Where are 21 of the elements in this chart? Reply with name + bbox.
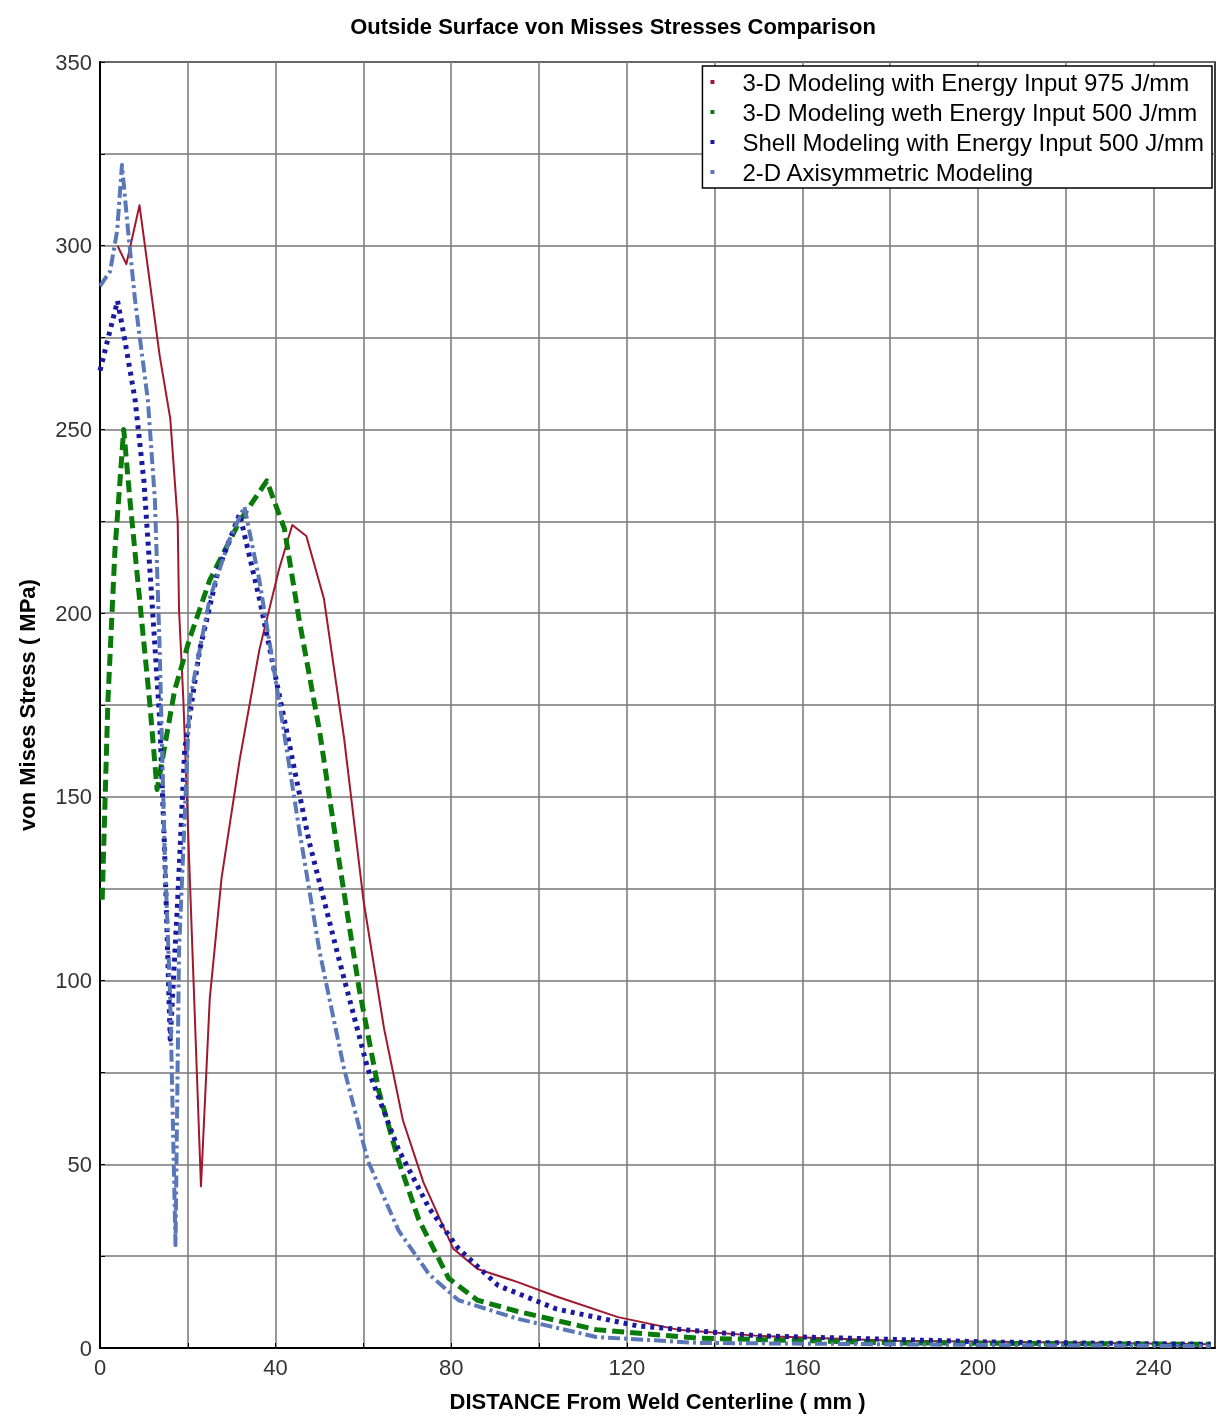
legend-label: Shell Modeling with Energy Input 500 J/mm bbox=[742, 128, 1205, 156]
x-tick-label: 120 bbox=[608, 1354, 646, 1380]
y-tick-label: 0 bbox=[79, 1335, 92, 1361]
y-tick-label: 250 bbox=[55, 416, 92, 442]
x-tick-label: 160 bbox=[784, 1354, 821, 1380]
x-tick-label: 200 bbox=[959, 1354, 997, 1380]
legend-label: 3-D Modeling with Energy Input 975 J/mm bbox=[742, 68, 1190, 96]
legend-label: 2-D Axisymmetric Modeling bbox=[742, 158, 1034, 186]
legend-label: 3-D Modeling weth Energy Input 500 J/mm bbox=[742, 98, 1198, 126]
y-tick-label: 350 bbox=[55, 49, 92, 75]
x-tick-label: 240 bbox=[1135, 1354, 1172, 1380]
y-tick-label: 300 bbox=[55, 233, 92, 259]
x-tick-label: 40 bbox=[263, 1354, 288, 1380]
y-tick-label: 150 bbox=[55, 784, 92, 810]
y-axis-title: von Mises Stress ( MPa) bbox=[14, 579, 40, 831]
chart-title: Outside Surface von Misses Stresses Comparison bbox=[350, 13, 876, 39]
y-tick-label: 200 bbox=[55, 600, 92, 626]
y-tick-label: 100 bbox=[55, 968, 92, 994]
y-tick-label: 50 bbox=[67, 1151, 92, 1177]
x-tick-label: 80 bbox=[438, 1354, 464, 1380]
x-axis-title: DISTANCE From Weld Centerline ( mm ) bbox=[449, 1388, 866, 1414]
